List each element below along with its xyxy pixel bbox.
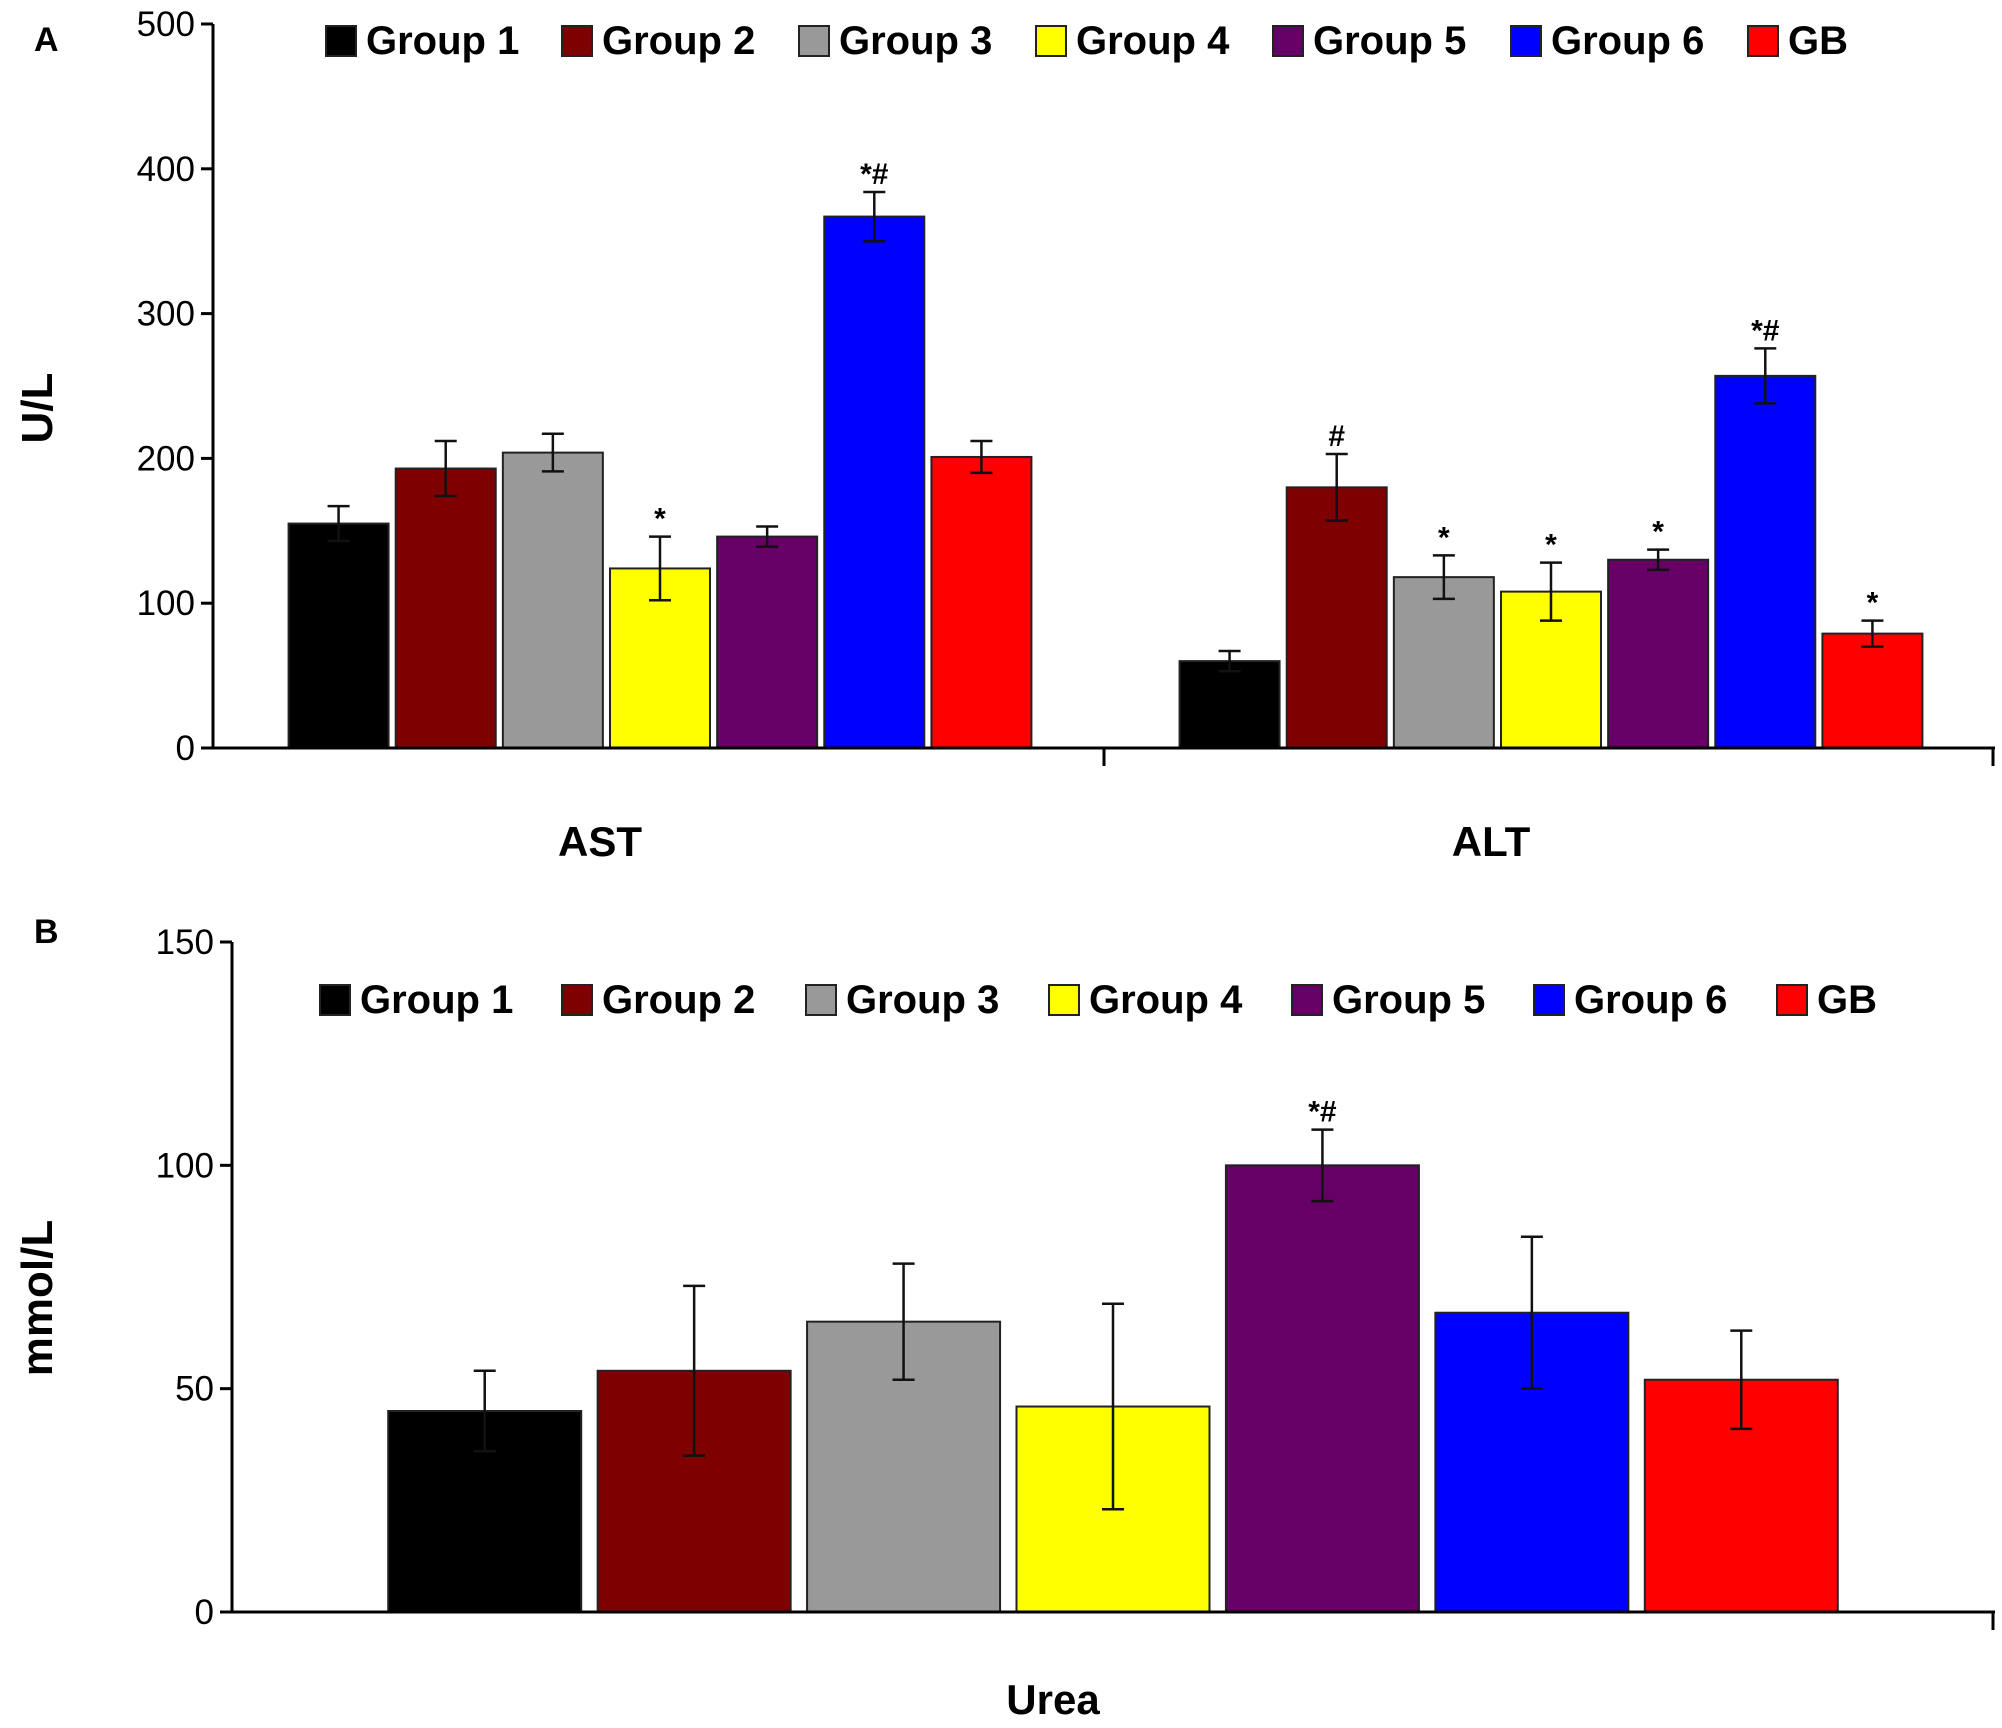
bar-group-3-ast <box>501 451 604 749</box>
y-tick-label: 500 <box>137 5 195 44</box>
legend-label-group-6: Group 6 <box>1574 978 1727 1022</box>
legend-swatch-group-1 <box>319 984 351 1016</box>
significance-mark: *# <box>1308 1096 1337 1129</box>
y-tick-label: 0 <box>176 729 195 768</box>
significance-mark: * <box>1652 516 1664 549</box>
bar-gb-ast <box>930 455 1033 749</box>
y-tick-label: 200 <box>137 439 195 478</box>
legend-swatch-group-4 <box>1035 25 1067 57</box>
legend-label-group-2: Group 2 <box>602 978 755 1022</box>
category-label-ast: AST <box>558 818 642 865</box>
bar-group-6-alt <box>1714 374 1817 749</box>
panel-a: A U/L 0 100 200 300 400 500 * *# AST # * * * *# * ALT Grou… <box>13 5 1995 865</box>
legend-label-group-1: Group 1 <box>360 978 513 1022</box>
y-tick-label: 150 <box>156 923 214 962</box>
legend-label-group-4: Group 4 <box>1089 978 1243 1022</box>
legend-label-group-5: Group 5 <box>1313 19 1466 63</box>
y-axis-title: mmol/L <box>13 1220 62 1376</box>
category-label-alt: ALT <box>1452 818 1531 865</box>
bar-group-5-urea <box>1224 1164 1420 1614</box>
significance-mark: * <box>1545 529 1557 562</box>
bar-group-2-ast <box>394 467 497 749</box>
bar-group-1-ast <box>287 522 390 749</box>
bar-group-5-ast <box>716 535 819 749</box>
legend-label-group-4: Group 4 <box>1076 19 1230 63</box>
bar-gb-alt <box>1821 632 1924 749</box>
legend-label-group-3: Group 3 <box>846 978 999 1022</box>
legend-swatch-group-4 <box>1048 984 1080 1016</box>
legend-label-group-5: Group 5 <box>1332 978 1485 1022</box>
legend-swatch-group-6 <box>1533 984 1565 1016</box>
legend-swatch-gb <box>1776 984 1808 1016</box>
panel-label: B <box>34 913 59 951</box>
legend-swatch-group-2 <box>561 984 593 1016</box>
significance-mark: *# <box>860 158 889 191</box>
legend-label-group-2: Group 2 <box>602 19 755 63</box>
y-tick-label: 400 <box>137 150 195 189</box>
y-tick-label: 100 <box>137 584 195 623</box>
significance-mark: * <box>1438 521 1450 554</box>
legend-swatch-group-1 <box>325 25 357 57</box>
legend-swatch-group-3 <box>805 984 837 1016</box>
legend-label-gb: GB <box>1817 978 1877 1022</box>
bar-group-6-ast <box>823 215 926 750</box>
y-tick-label: 100 <box>156 1146 214 1185</box>
y-tick-label: 50 <box>175 1370 214 1409</box>
bar-group-5-alt <box>1607 558 1710 750</box>
significance-mark: # <box>1328 420 1345 453</box>
y-axis-title: U/L <box>13 373 62 444</box>
legend-label-group-6: Group 6 <box>1551 19 1704 63</box>
significance-mark: * <box>1867 587 1879 620</box>
legend-swatch-group-5 <box>1291 984 1323 1016</box>
legend-swatch-gb <box>1747 25 1779 57</box>
legend-swatch-group-3 <box>798 25 830 57</box>
legend-swatch-group-2 <box>561 25 593 57</box>
significance-mark: * <box>654 503 666 536</box>
legend-swatch-group-6 <box>1510 25 1542 57</box>
bar-group-2-alt <box>1285 486 1388 749</box>
bar-group-3-alt <box>1392 576 1495 749</box>
bar-group-1-alt <box>1178 660 1281 749</box>
panel-label: A <box>34 21 59 59</box>
legend-label-group-1: Group 1 <box>366 19 519 63</box>
significance-mark: *# <box>1751 314 1780 347</box>
legend-label-gb: GB <box>1788 19 1848 63</box>
category-label-urea: Urea <box>1006 1676 1100 1723</box>
legend-label-group-3: Group 3 <box>839 19 992 63</box>
y-tick-label: 300 <box>137 295 195 334</box>
y-tick-label: 0 <box>195 1593 214 1632</box>
legend-swatch-group-5 <box>1272 25 1304 57</box>
